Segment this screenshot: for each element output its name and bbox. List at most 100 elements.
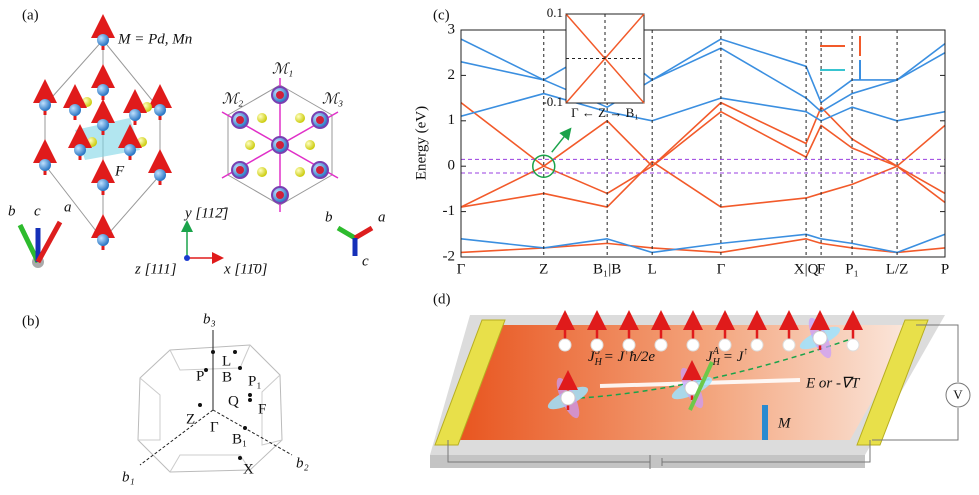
equation: JHA = J↑: [706, 346, 748, 368]
eq-part: H: [712, 357, 721, 368]
atom-core: [236, 166, 244, 174]
eq-part: H: [594, 357, 603, 368]
atom-core: [276, 91, 284, 99]
edge-site: [654, 338, 668, 352]
x-tick-label: F: [817, 261, 825, 277]
ligand: [305, 140, 315, 150]
x-tick-label: L: [648, 261, 657, 277]
b1-axis: [139, 409, 214, 466]
bz-point: [204, 368, 208, 372]
band: [461, 38, 945, 104]
eq-part: A: [712, 346, 720, 357]
bz-label: P: [196, 368, 204, 384]
panel-label: (b): [22, 313, 40, 329]
zone-edge: [138, 377, 161, 441]
bz-label: B: [222, 369, 232, 385]
x-tick-label: Z: [539, 261, 548, 277]
panel-c: (c) Energy (eV) Γ Z B₁|B L Γ X|QF P₁ L/Z P -2 -1 0 1…: [413, 5, 949, 277]
magnet-label: M: [777, 415, 792, 431]
bz-label: P₁: [248, 373, 262, 389]
z-axis-label: z [111]: [134, 261, 177, 277]
band: [461, 92, 945, 122]
band: [461, 101, 945, 167]
bz-label: b₂: [296, 455, 309, 471]
site: [812, 330, 828, 346]
electrode: [434, 319, 506, 446]
y-tick-label: -1: [443, 203, 456, 219]
band: [461, 233, 945, 254]
atom-core: [316, 166, 324, 174]
ligand: [142, 102, 152, 112]
site: [560, 390, 576, 406]
bz-point: [248, 393, 252, 397]
eq-part: J: [588, 349, 596, 365]
bz-point: [248, 398, 252, 402]
atom: [39, 159, 51, 171]
atom: [154, 169, 166, 181]
bz-point: [198, 403, 202, 407]
atom-core: [276, 191, 284, 199]
wire: [662, 440, 871, 463]
mirror-label: ℳ₁: [272, 61, 293, 77]
y-tick-label: 0: [448, 158, 456, 174]
y-axis-title: Energy (eV): [413, 106, 429, 180]
atom-core: [276, 141, 284, 149]
bz-point: [233, 350, 237, 354]
panel-label: (c): [433, 7, 450, 23]
triad-label: b: [8, 203, 16, 219]
edge-site: [846, 338, 860, 352]
atom-core: [236, 116, 244, 124]
formula: M = Pd, Mn: [117, 31, 192, 47]
triad-b: [17, 223, 41, 264]
atom: [74, 144, 86, 156]
wire: [872, 408, 959, 441]
y-axis-label: y [112̄]: [183, 205, 229, 221]
eq-part: J: [706, 349, 714, 365]
atom: [97, 84, 109, 96]
band: [461, 42, 945, 113]
triad-a: [35, 220, 63, 264]
mirror-label: ℳ₂: [222, 91, 243, 107]
bz-label: Z: [186, 411, 195, 427]
eq-part: ħ/2e: [629, 349, 655, 365]
band: [461, 238, 945, 254]
electrode: [856, 319, 929, 446]
bz-point: [238, 456, 242, 460]
edge-site: [590, 338, 604, 352]
panel-d: (d) V E or -∇T M JHS = J↑ħ/2e JHA = J↑: [430, 291, 971, 469]
eq-part: = J: [600, 349, 626, 365]
atom: [129, 109, 141, 121]
edge-site: [686, 338, 700, 352]
ligand: [295, 167, 305, 177]
ligand: [137, 137, 147, 147]
ligand: [257, 113, 267, 123]
y-tick-label: 1: [448, 112, 456, 128]
atom: [39, 99, 51, 111]
bz-label: X: [243, 461, 254, 477]
atom: [154, 104, 166, 116]
frame: [460, 29, 946, 258]
voltmeter-label: V: [953, 387, 963, 402]
highlight-arrow: [551, 127, 572, 153]
y-tick-label: 2: [448, 67, 456, 83]
atom: [97, 179, 109, 191]
zone-edge: [169, 344, 251, 371]
z-dot: [184, 255, 190, 261]
plot: Γ Z B₁|B L Γ X|QF P₁ L/Z P -2 -1 0 1 2 3 -0.1 0.1 Γ ← Z →…: [443, 5, 950, 277]
bz-point: [238, 366, 242, 370]
inset-tick-label: 0.1: [547, 5, 563, 20]
equation: JHS = J↑ħ/2e: [588, 346, 655, 368]
y-tick-label: -2: [443, 248, 456, 264]
atom: [69, 104, 81, 116]
zone-edge: [261, 374, 283, 446]
bz-label: F: [258, 401, 266, 417]
hall-arrow: [688, 361, 714, 411]
edge-site: [782, 338, 796, 352]
wire: [916, 324, 959, 382]
eq-part: = J: [719, 349, 745, 365]
x-tick-label: B₁|B: [593, 261, 621, 277]
triad-label: c: [362, 253, 369, 269]
highlight: [532, 154, 556, 178]
site-label: F: [114, 163, 125, 179]
y-tick-label: 3: [448, 21, 456, 37]
